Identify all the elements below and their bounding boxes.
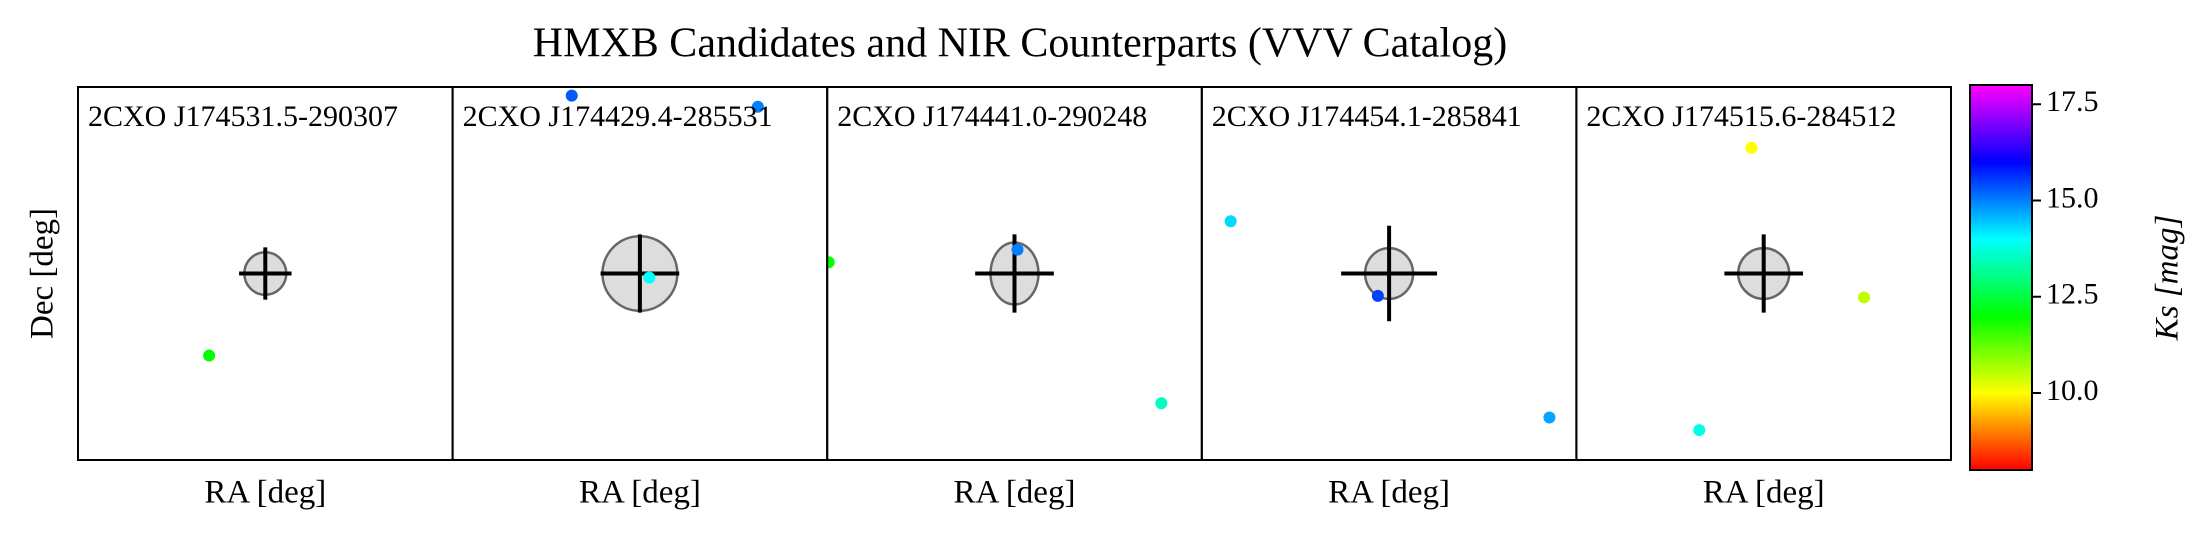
panel: 2CXO J174429.4-285531 RA [deg]: [451, 86, 829, 511]
counterpart-point: [1543, 411, 1556, 424]
counterpart-point: [643, 271, 656, 284]
panel-title: 2CXO J174531.5-290307: [88, 100, 398, 133]
counterpart-point: [1155, 397, 1168, 410]
panel: 2CXO J174531.5-290307 RA [deg]: [77, 86, 454, 511]
counterpart-point: [1011, 243, 1024, 256]
panel-title: 2CXO J174441.0-290248: [837, 100, 1147, 133]
y-axis-label: Dec [deg]: [25, 208, 61, 339]
counterpart-point: [1858, 291, 1871, 304]
x-axis-label: RA [deg]: [1703, 475, 1825, 511]
panel-frame: [1575, 86, 1953, 461]
counterpart-point: [827, 256, 835, 269]
panel-content: [203, 247, 292, 362]
colorbar-label: Ks [mag]: [2150, 215, 2186, 342]
colorbar-tick-label: 12.5: [2046, 278, 2099, 311]
panel: 2CXO J174454.1-285841 RA [deg]: [1200, 86, 1578, 511]
counterpart-point: [203, 349, 216, 362]
panel-content: [1693, 141, 1871, 437]
panel-title: 2CXO J174515.6-284512: [1586, 100, 1896, 133]
counterpart-point: [1745, 141, 1758, 154]
colorbar-tick-label: 17.5: [2046, 85, 2099, 118]
colorbar-tick-label: 15.0: [2046, 181, 2099, 214]
colorbar-tick-label: 10.0: [2046, 374, 2099, 407]
x-axis-label: RA [deg]: [1328, 475, 1450, 511]
panel-title: 2CXO J174454.1-285841: [1212, 100, 1522, 133]
counterpart-point: [1693, 424, 1706, 437]
counterpart-point: [1371, 289, 1384, 302]
panel-content: [565, 89, 764, 313]
counterpart-point: [1224, 215, 1237, 228]
panel: 2CXO J174515.6-284512 RA [deg]: [1575, 86, 1953, 511]
chart-title: HMXB Candidates and NIR Counterparts (VV…: [533, 21, 1507, 67]
x-axis-label: RA [deg]: [579, 475, 701, 511]
panel-content: [827, 234, 1168, 410]
panel: 2CXO J174441.0-290248 RA [deg]: [826, 86, 1203, 511]
counterpart-point: [751, 100, 764, 113]
x-axis-label: RA [deg]: [204, 475, 326, 511]
x-axis-label: RA [deg]: [954, 475, 1076, 511]
counterpart-point: [565, 89, 578, 102]
colorbar: [1969, 84, 2033, 471]
panel-content: [1224, 215, 1556, 424]
panel-title: 2CXO J174429.4-285531: [463, 100, 773, 133]
